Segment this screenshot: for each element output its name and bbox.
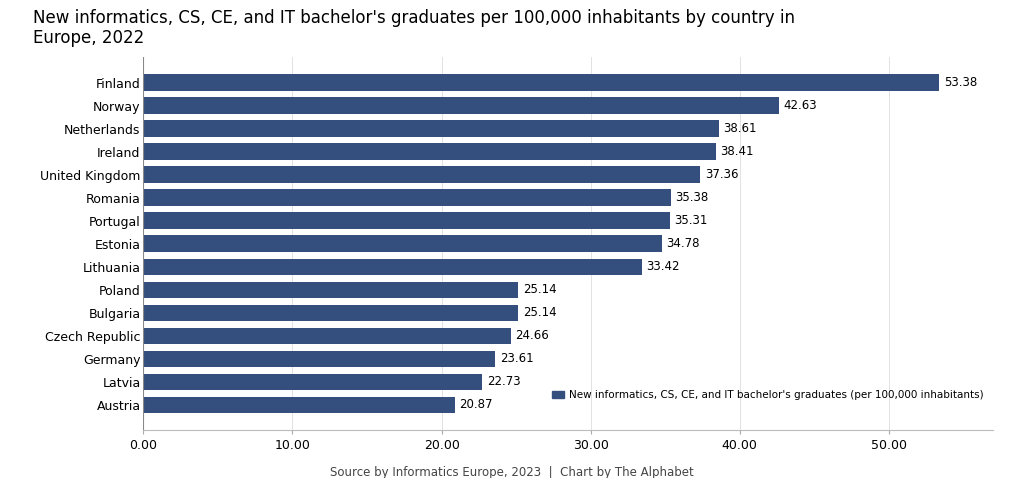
Text: 33.42: 33.42 — [646, 261, 680, 273]
Bar — [143, 374, 482, 390]
Bar — [143, 351, 496, 367]
Bar — [143, 397, 455, 413]
Text: 34.78: 34.78 — [667, 237, 700, 250]
Bar — [143, 98, 779, 114]
Text: 38.61: 38.61 — [724, 122, 757, 135]
Bar — [143, 212, 670, 229]
Legend: New informatics, CS, CE, and IT bachelor's graduates (per 100,000 inhabitants): New informatics, CS, CE, and IT bachelor… — [548, 386, 988, 404]
Bar — [143, 166, 700, 183]
Bar — [143, 259, 642, 275]
Text: 35.38: 35.38 — [676, 191, 709, 204]
Bar — [143, 120, 719, 137]
Text: 38.41: 38.41 — [721, 145, 754, 158]
Text: 23.61: 23.61 — [500, 352, 534, 365]
Bar — [143, 282, 518, 298]
Text: Source by Informatics Europe, 2023  |  Chart by The Alphabet: Source by Informatics Europe, 2023 | Cha… — [330, 466, 694, 478]
Text: 25.14: 25.14 — [522, 283, 556, 296]
Bar — [143, 74, 939, 91]
Text: 25.14: 25.14 — [522, 306, 556, 319]
Text: 24.66: 24.66 — [515, 329, 549, 342]
Bar — [143, 189, 671, 206]
Text: 42.63: 42.63 — [783, 99, 817, 112]
Text: 20.87: 20.87 — [459, 399, 493, 412]
Bar — [143, 327, 511, 344]
Text: 37.36: 37.36 — [705, 168, 738, 181]
Text: New informatics, CS, CE, and IT bachelor's graduates per 100,000 inhabitants by : New informatics, CS, CE, and IT bachelor… — [33, 9, 795, 47]
Text: 35.31: 35.31 — [675, 214, 708, 227]
Text: 22.73: 22.73 — [486, 375, 520, 389]
Bar — [143, 304, 518, 321]
Bar — [143, 143, 716, 160]
Bar — [143, 236, 662, 252]
Text: 53.38: 53.38 — [944, 76, 977, 89]
